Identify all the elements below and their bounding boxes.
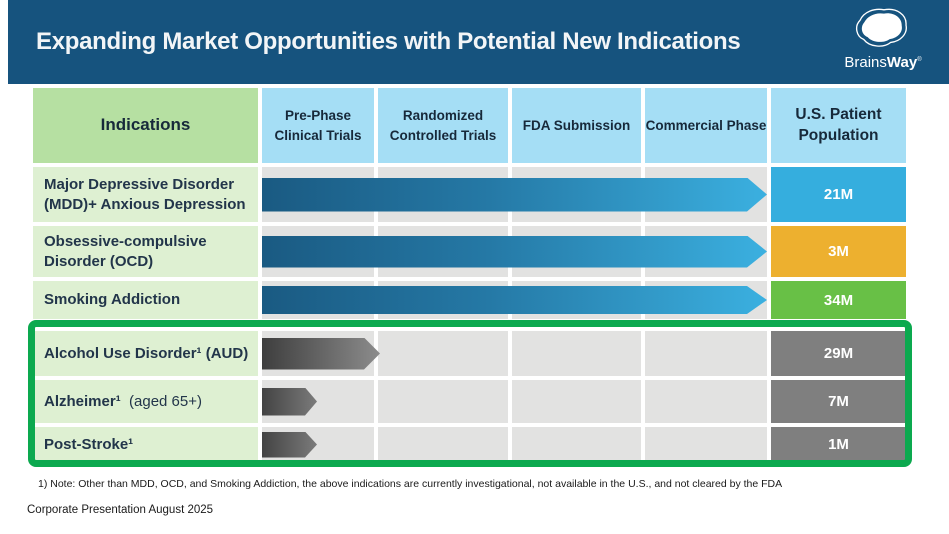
column-header-indications: Indications [33,88,258,163]
column-header-pre-phase: Pre-Phase Clinical Trials [262,88,374,163]
population-badge: 3M [771,226,906,277]
indication-label: Smoking Addiction [33,281,258,319]
table-header-row: Indications Pre-Phase Clinical Trials Ra… [33,88,906,163]
table-row-aud: Alcohol Use Disorder¹ (AUD) 29M [33,331,906,376]
indication-label: Alcohol Use Disorder¹ (AUD) [33,331,258,376]
phase-cell [378,331,508,376]
phase-cell [645,427,767,462]
phase-cell [512,331,641,376]
registered-mark-icon: ® [917,57,922,63]
indication-label: Post-Stroke¹ [33,427,258,462]
progress-arrow-post-stroke [262,432,317,458]
population-badge: 34M [771,281,906,319]
brand-bold: Way [886,54,918,71]
phase-cell [512,380,641,423]
table-row-post-stroke: Post-Stroke¹ 1M [33,427,906,462]
progress-arrow-mdd [262,178,767,212]
phase-cell [378,380,508,423]
brain-icon [833,6,933,52]
phase-cell [378,427,508,462]
table-row-alzheimer: Alzheimer¹ (aged 65+) 7M [33,380,906,423]
footnote: 1) Note: Other than MDD, OCD, and Smokin… [38,478,783,490]
indication-label: Alzheimer¹ (aged 65+) [33,380,258,423]
phase-cell [645,331,767,376]
progress-arrow-smoking [262,286,767,314]
progress-arrow-ocd [262,236,767,268]
indication-label: Obsessive-compulsive Disorder (OCD) [33,226,258,277]
indication-label-suffix: (aged 65+) [120,392,202,410]
indications-pipeline-table: Indications Pre-Phase Clinical Trials Ra… [33,88,906,462]
brainsway-logo: BrainsWay® [833,6,933,80]
population-badge: 29M [771,331,906,376]
phase-cell [512,427,641,462]
phase-cell [645,380,767,423]
column-header-fda: FDA Submission [512,88,641,163]
title-bar: Expanding Market Opportunities with Pote… [8,0,949,84]
column-header-population: U.S. Patient Population [771,88,906,163]
progress-arrow-alzheimer [262,388,317,416]
table-row-smoking: Smoking Addiction 34M [33,281,906,319]
column-header-randomized: Randomized Controlled Trials [378,88,508,163]
brand-regular: Brains [844,54,887,71]
indication-label-bold: Alzheimer¹ [44,392,121,410]
population-badge: 21M [771,167,906,222]
indication-label: Major Depressive Disorder (MDD)+ Anxious… [33,167,258,222]
population-badge: 1M [771,427,906,462]
population-badge: 7M [771,380,906,423]
table-row-ocd: Obsessive-compulsive Disorder (OCD) 3M [33,226,906,277]
progress-arrow-aud [262,338,380,370]
page-title: Expanding Market Opportunities with Pote… [36,28,741,55]
brand-name: BrainsWay® [833,53,933,70]
footer-text: Corporate Presentation August 2025 [27,504,214,516]
column-header-commercial: Commercial Phase [645,88,767,163]
table-row-mdd: Major Depressive Disorder (MDD)+ Anxious… [33,167,906,222]
